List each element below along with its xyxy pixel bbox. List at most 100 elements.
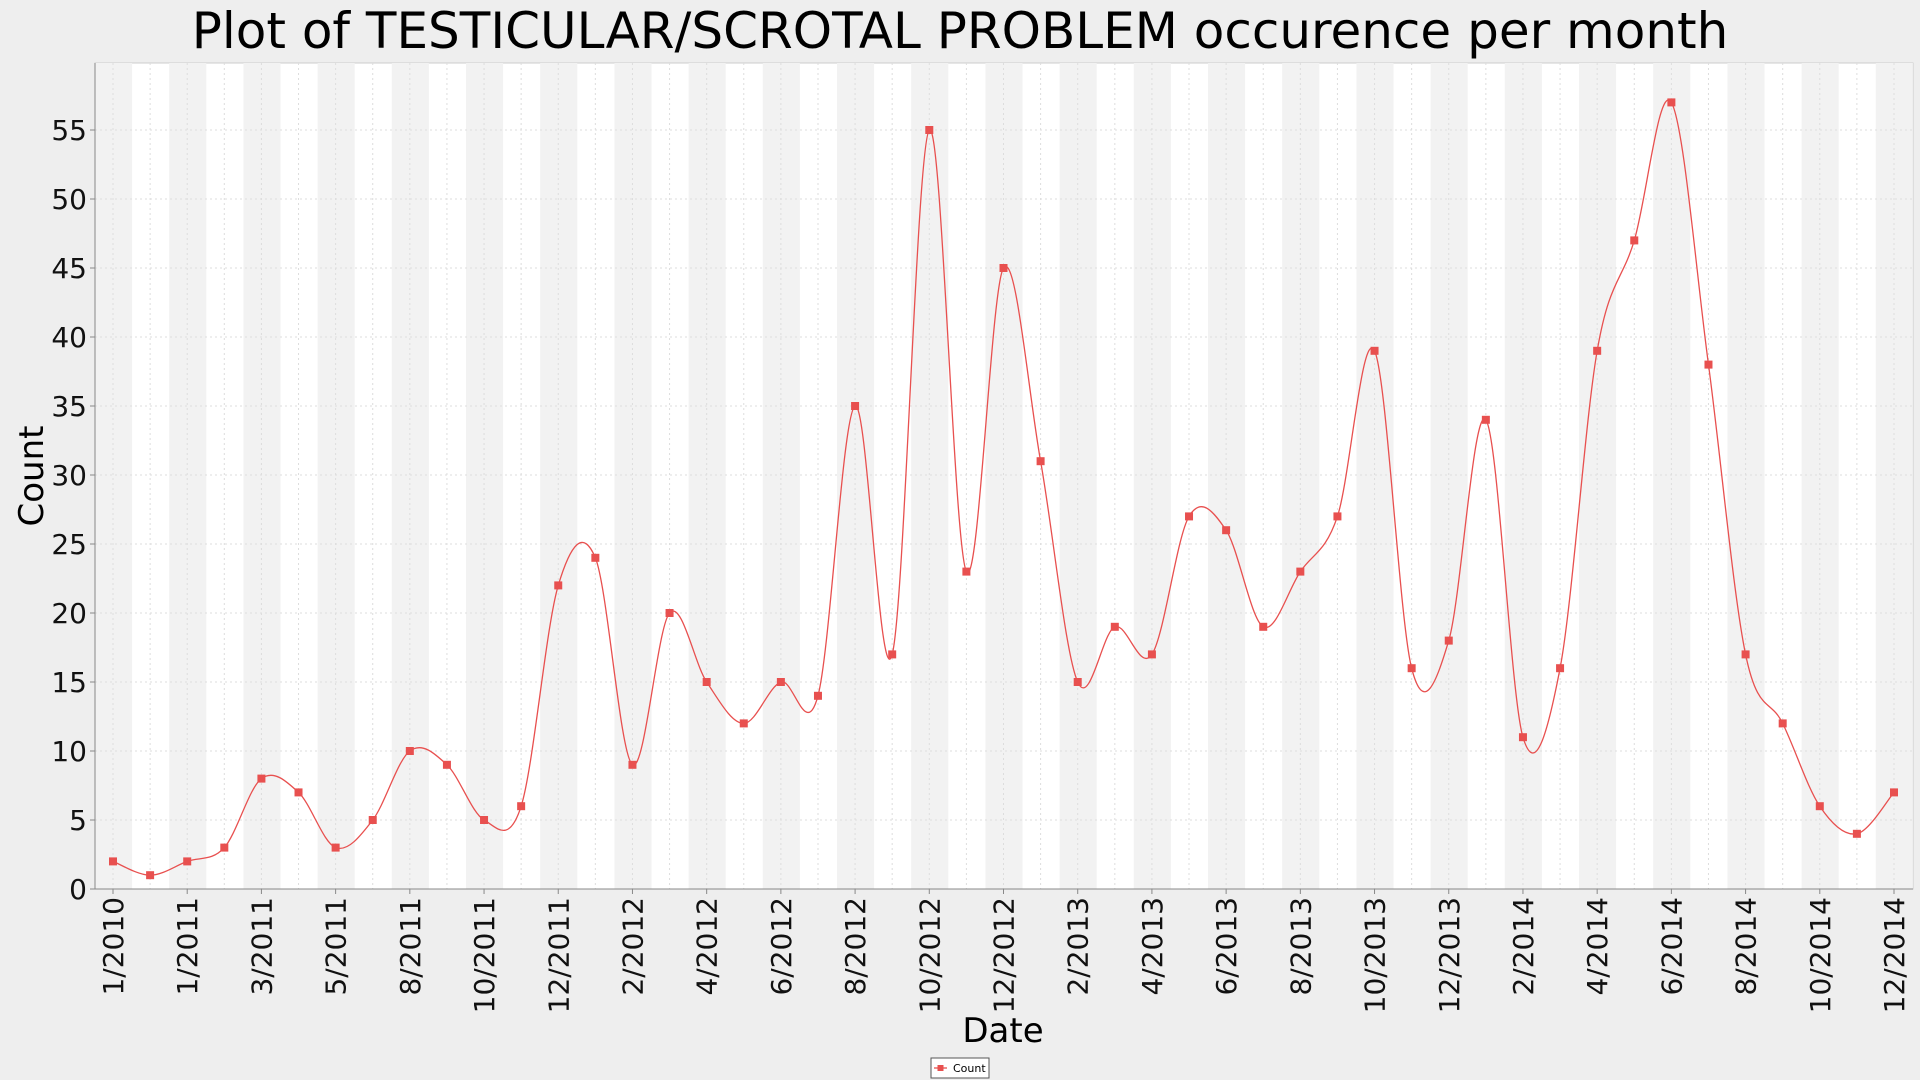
data-point-marker — [665, 609, 674, 617]
data-point-marker — [739, 719, 748, 728]
y-tick-label: 45 — [51, 252, 87, 285]
x-tick-label: 4/2012 — [691, 897, 724, 996]
data-point-marker — [776, 678, 785, 686]
x-tick-label: 2/2012 — [616, 897, 649, 996]
legend-label: Count — [953, 1062, 986, 1075]
data-point-marker — [1036, 457, 1045, 466]
plot-area: 0 5 10 15 20 25 30 35 40 45 50 55 1/2010 1/2011 3/201… — [51, 62, 1914, 1013]
data-point-marker — [1815, 802, 1824, 811]
background-band — [1801, 63, 1839, 889]
background-band — [1133, 63, 1171, 889]
x-tick-label: 2/2014 — [1507, 897, 1540, 996]
data-point-marker — [813, 691, 822, 700]
background-band — [243, 63, 281, 889]
data-point-marker — [1741, 650, 1750, 659]
data-point-marker — [1222, 526, 1231, 535]
x-tick-label: 12/2011 — [542, 897, 575, 1013]
data-point-marker — [888, 650, 897, 659]
background-band — [1727, 63, 1765, 889]
x-tick-label: 10/2014 — [1804, 897, 1837, 1013]
background-band — [688, 63, 726, 889]
data-point-marker — [442, 760, 451, 769]
data-point-marker — [1370, 346, 1379, 355]
x-tick-label: 6/2012 — [765, 897, 798, 996]
series-count-markers — [109, 98, 1898, 880]
data-point-marker — [1630, 236, 1639, 245]
background-band — [1504, 63, 1542, 889]
data-point-marker — [146, 871, 155, 880]
data-point-marker — [294, 788, 303, 797]
y-tick-label: 20 — [51, 597, 87, 630]
x-tick-label: 6/2014 — [1655, 897, 1688, 996]
data-point-marker — [628, 760, 637, 769]
y-tick-label: 10 — [51, 735, 87, 768]
y-tick-label: 25 — [51, 528, 87, 561]
background-band — [391, 63, 429, 889]
data-point-marker — [925, 126, 934, 134]
y-tick-label: 30 — [51, 459, 87, 492]
background-band — [1875, 63, 1913, 889]
x-tick-label: 8/2011 — [394, 897, 427, 996]
data-point-marker — [1333, 512, 1342, 521]
data-point-marker — [554, 581, 563, 590]
data-point-marker — [405, 747, 414, 755]
x-tick-label: 10/2012 — [913, 897, 946, 1013]
x-tick-label: 1/2010 — [97, 897, 130, 996]
background-band — [1059, 63, 1097, 889]
background-band — [985, 63, 1023, 889]
data-point-marker — [368, 816, 377, 824]
data-point-marker — [1593, 346, 1602, 355]
data-point-marker — [962, 567, 971, 576]
background-band — [95, 63, 133, 889]
data-point-marker — [109, 857, 117, 866]
x-tick-label: 2/2013 — [1062, 897, 1095, 996]
data-point-marker — [331, 843, 340, 852]
data-point-marker — [1481, 415, 1490, 424]
y-tick-label: 5 — [69, 804, 87, 837]
data-point-marker — [1407, 664, 1416, 673]
data-point-marker — [1296, 567, 1305, 576]
y-tick-label: 55 — [51, 114, 87, 147]
background-band — [169, 63, 207, 889]
legend[interactable]: Count — [930, 1057, 990, 1079]
x-tick-label: 8/2014 — [1730, 897, 1763, 996]
x-tick-label: 4/2013 — [1136, 897, 1169, 996]
data-point-marker — [1852, 829, 1861, 838]
x-tick-label: 12/2014 — [1878, 897, 1911, 1013]
x-tick-label: 6/2013 — [1210, 897, 1243, 996]
data-point-marker — [183, 857, 192, 866]
data-point-marker — [1667, 98, 1676, 107]
background-band — [1430, 63, 1468, 889]
data-point-marker — [1890, 788, 1898, 797]
data-point-marker — [1110, 622, 1119, 631]
y-tick-label: 35 — [51, 390, 87, 423]
x-tick-label: 5/2011 — [320, 897, 353, 996]
data-point-marker — [1704, 360, 1713, 369]
x-axis-label: Date — [962, 1011, 1043, 1051]
x-tick-label: 12/2013 — [1433, 897, 1466, 1013]
data-point-marker — [1259, 622, 1268, 631]
background-band — [466, 63, 504, 889]
y-axis-ticks: 0 5 10 15 20 25 30 35 40 45 50 55 — [51, 114, 95, 906]
y-tick-label: 0 — [69, 873, 87, 906]
x-tick-label: 8/2012 — [839, 897, 872, 996]
data-point-marker — [220, 843, 229, 852]
legend-box — [930, 1057, 990, 1079]
data-point-marker — [999, 264, 1008, 272]
data-point-marker — [517, 802, 526, 811]
data-point-marker — [1778, 719, 1787, 728]
y-tick-label: 40 — [51, 321, 87, 354]
x-tick-label: 10/2013 — [1359, 897, 1392, 1013]
background-band — [1579, 63, 1617, 889]
data-point-marker — [1518, 733, 1527, 742]
y-axis-label: Count — [12, 426, 52, 527]
background-band — [1208, 63, 1246, 889]
x-tick-label: 3/2011 — [245, 897, 278, 996]
background-band — [1282, 63, 1320, 889]
background-band — [1653, 63, 1691, 889]
x-tick-label: 12/2012 — [988, 897, 1021, 1013]
data-point-marker — [1556, 664, 1565, 673]
data-point-marker — [591, 553, 600, 562]
data-point-marker — [257, 774, 266, 783]
